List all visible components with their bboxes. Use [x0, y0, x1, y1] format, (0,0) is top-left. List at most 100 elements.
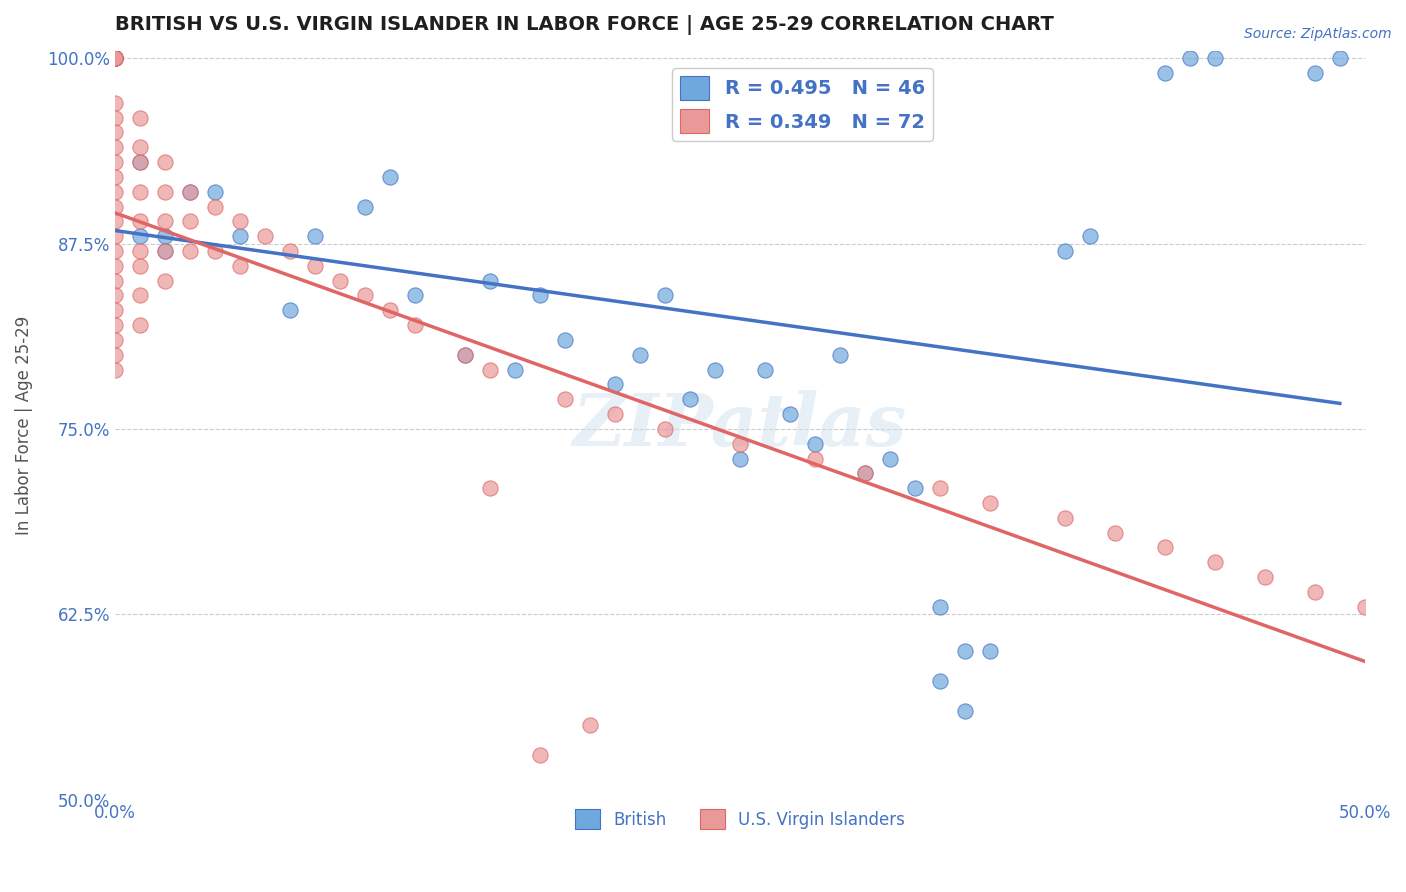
Point: [104, 244, 127, 258]
Point: [104, 111, 127, 125]
Point: [828, 348, 851, 362]
Point: [1178, 51, 1201, 65]
Point: [603, 377, 626, 392]
Point: [104, 95, 127, 110]
Point: [554, 333, 576, 347]
Point: [104, 51, 127, 65]
Point: [128, 318, 150, 332]
Point: [953, 644, 976, 658]
Point: [153, 274, 176, 288]
Point: [378, 303, 401, 318]
Point: [104, 51, 127, 65]
Point: [1329, 51, 1351, 65]
Point: [104, 140, 127, 154]
Legend: British, U.S. Virgin Islanders: British, U.S. Virgin Islanders: [568, 803, 911, 836]
Point: [654, 422, 676, 436]
Point: [153, 244, 176, 258]
Point: [853, 467, 876, 481]
Point: [104, 185, 127, 199]
Point: [153, 214, 176, 228]
Point: [378, 169, 401, 184]
Point: [104, 318, 127, 332]
Point: [928, 599, 950, 614]
Point: [104, 288, 127, 302]
Point: [953, 704, 976, 718]
Point: [229, 214, 252, 228]
Point: [804, 451, 827, 466]
Point: [679, 392, 702, 407]
Point: [104, 51, 127, 65]
Point: [1153, 66, 1175, 80]
Point: [804, 436, 827, 450]
Point: [478, 481, 501, 495]
Point: [979, 496, 1001, 510]
Point: [104, 51, 127, 65]
Point: [229, 259, 252, 273]
Point: [454, 348, 477, 362]
Point: [128, 140, 150, 154]
Point: [104, 333, 127, 347]
Point: [853, 467, 876, 481]
Point: [404, 288, 426, 302]
Point: [728, 436, 751, 450]
Point: [153, 244, 176, 258]
Point: [128, 185, 150, 199]
Point: [779, 407, 801, 421]
Point: [278, 244, 301, 258]
Point: [128, 155, 150, 169]
Point: [728, 451, 751, 466]
Point: [128, 259, 150, 273]
Point: [104, 51, 127, 65]
Point: [603, 407, 626, 421]
Text: BRITISH VS U.S. VIRGIN ISLANDER IN LABOR FORCE | AGE 25-29 CORRELATION CHART: BRITISH VS U.S. VIRGIN ISLANDER IN LABOR…: [115, 15, 1053, 35]
Point: [1053, 244, 1076, 258]
Point: [204, 244, 226, 258]
Point: [1354, 599, 1376, 614]
Y-axis label: In Labor Force | Age 25-29: In Labor Force | Age 25-29: [15, 316, 32, 535]
Point: [454, 348, 477, 362]
Point: [153, 229, 176, 244]
Point: [353, 200, 375, 214]
Point: [204, 185, 226, 199]
Point: [478, 274, 501, 288]
Point: [529, 747, 551, 762]
Point: [104, 362, 127, 376]
Point: [104, 214, 127, 228]
Point: [104, 274, 127, 288]
Point: [204, 200, 226, 214]
Point: [128, 111, 150, 125]
Point: [104, 229, 127, 244]
Point: [329, 274, 352, 288]
Point: [353, 288, 375, 302]
Point: [578, 718, 600, 732]
Point: [128, 214, 150, 228]
Point: [404, 318, 426, 332]
Point: [1053, 511, 1076, 525]
Point: [153, 185, 176, 199]
Point: [128, 288, 150, 302]
Point: [304, 229, 326, 244]
Point: [529, 288, 551, 302]
Point: [554, 392, 576, 407]
Point: [654, 288, 676, 302]
Point: [478, 362, 501, 376]
Point: [104, 155, 127, 169]
Point: [179, 214, 201, 228]
Point: [928, 481, 950, 495]
Point: [1104, 525, 1126, 540]
Point: [754, 362, 776, 376]
Point: [128, 155, 150, 169]
Point: [1204, 51, 1226, 65]
Point: [104, 169, 127, 184]
Point: [1204, 555, 1226, 569]
Point: [703, 362, 725, 376]
Text: Source: ZipAtlas.com: Source: ZipAtlas.com: [1244, 27, 1392, 41]
Point: [104, 348, 127, 362]
Point: [229, 229, 252, 244]
Point: [104, 51, 127, 65]
Point: [104, 259, 127, 273]
Point: [128, 229, 150, 244]
Point: [104, 303, 127, 318]
Point: [928, 673, 950, 688]
Point: [628, 348, 651, 362]
